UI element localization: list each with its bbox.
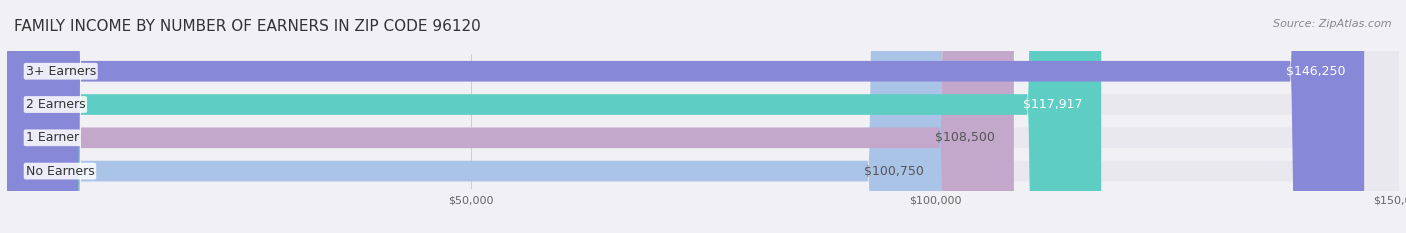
- Text: 3+ Earners: 3+ Earners: [25, 65, 96, 78]
- Text: No Earners: No Earners: [25, 164, 94, 178]
- FancyBboxPatch shape: [7, 0, 1399, 233]
- FancyBboxPatch shape: [7, 0, 942, 233]
- FancyBboxPatch shape: [7, 0, 1399, 233]
- Text: 1 Earner: 1 Earner: [25, 131, 79, 144]
- Text: Source: ZipAtlas.com: Source: ZipAtlas.com: [1274, 19, 1392, 29]
- Text: $100,750: $100,750: [863, 164, 924, 178]
- FancyBboxPatch shape: [7, 0, 1399, 233]
- Text: $146,250: $146,250: [1286, 65, 1346, 78]
- Text: 2 Earners: 2 Earners: [25, 98, 86, 111]
- Text: FAMILY INCOME BY NUMBER OF EARNERS IN ZIP CODE 96120: FAMILY INCOME BY NUMBER OF EARNERS IN ZI…: [14, 19, 481, 34]
- FancyBboxPatch shape: [7, 0, 1399, 233]
- FancyBboxPatch shape: [7, 0, 1014, 233]
- FancyBboxPatch shape: [7, 0, 1101, 233]
- FancyBboxPatch shape: [7, 0, 1364, 233]
- Text: $108,500: $108,500: [935, 131, 995, 144]
- Text: $117,917: $117,917: [1024, 98, 1083, 111]
